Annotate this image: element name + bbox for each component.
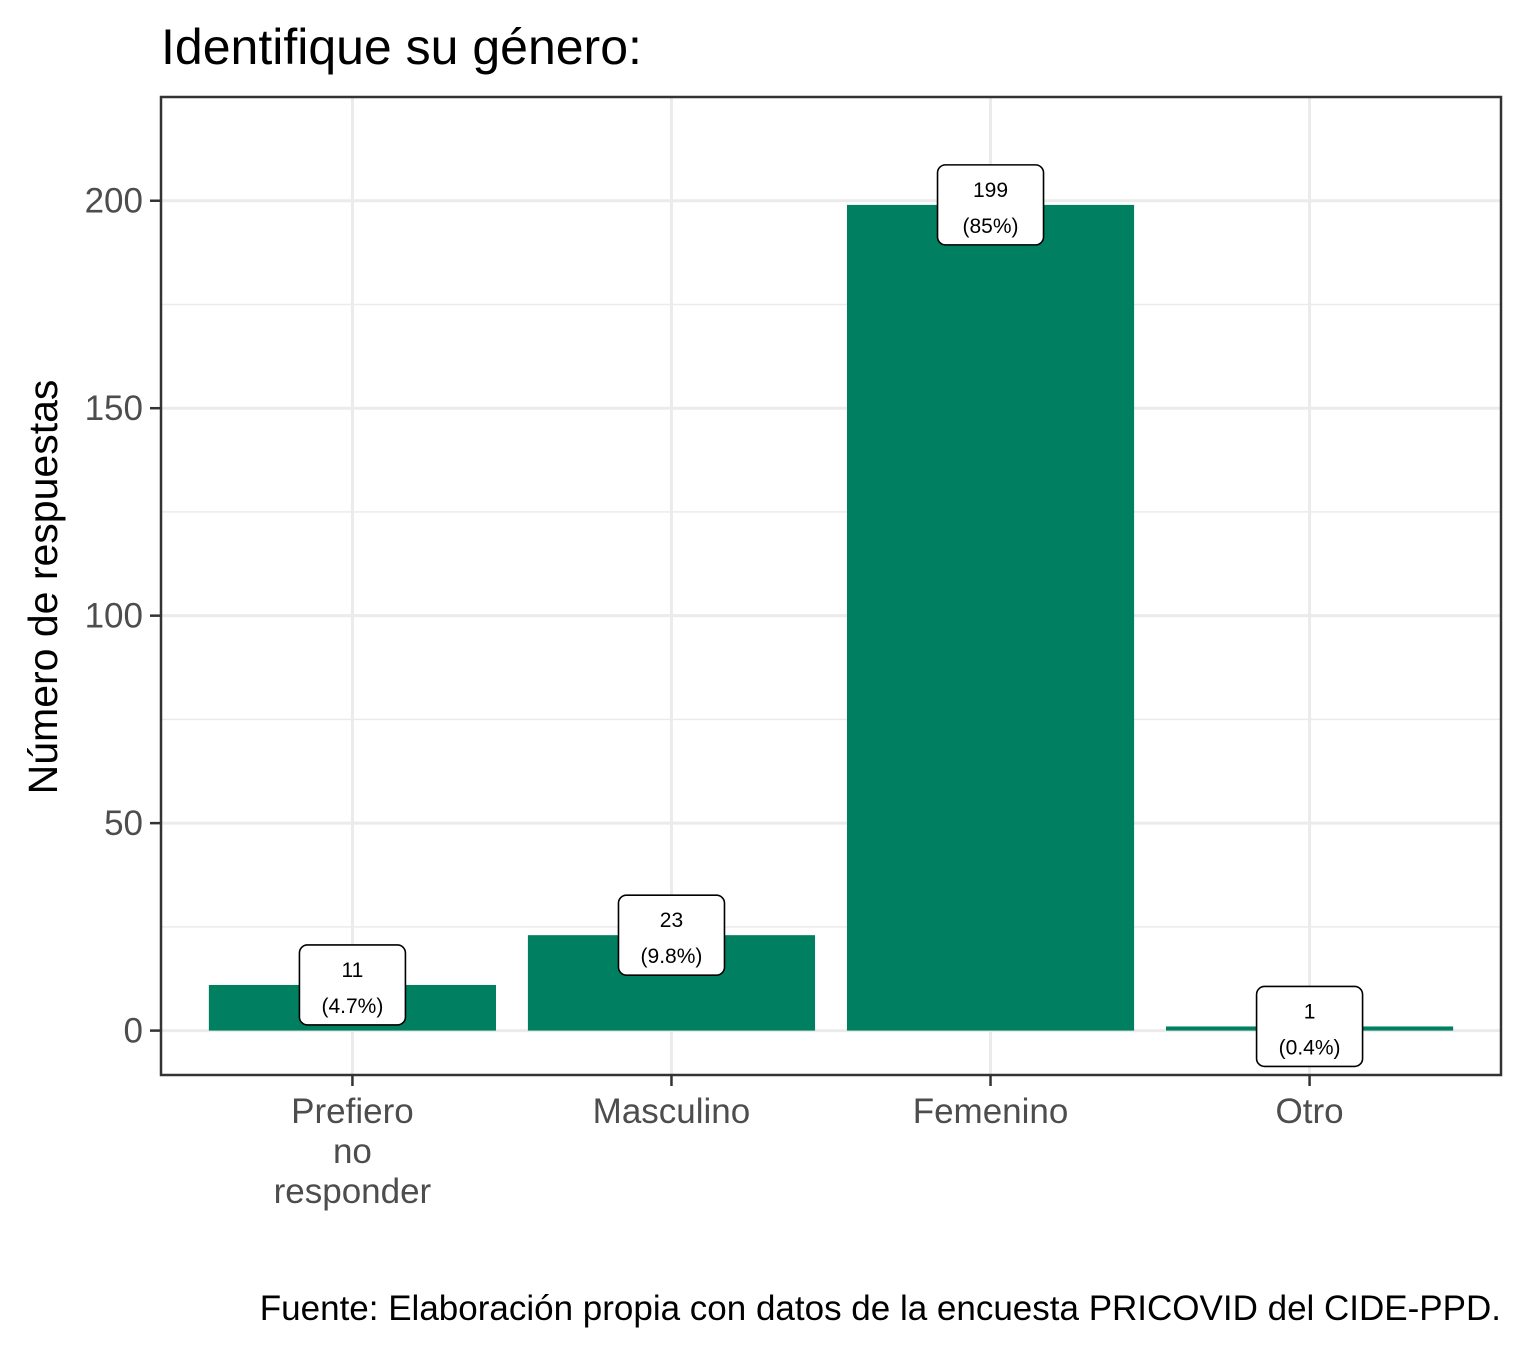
data-label: (9.8%)	[641, 945, 703, 968]
plot-border	[159, 95, 1503, 1077]
data-label-box	[1255, 985, 1364, 1068]
data-label: (4.7%)	[321, 995, 383, 1018]
plot-panel	[161, 97, 1501, 1075]
y-tick-label: 100	[85, 597, 143, 636]
x-tick-label: no	[333, 1132, 372, 1171]
chart-title: Identifique su género:	[161, 19, 642, 75]
data-label: (85%)	[963, 215, 1019, 238]
x-tick-label: Masculino	[593, 1092, 751, 1131]
y-tick-label: 0	[124, 1012, 143, 1051]
bar	[846, 204, 1135, 1031]
y-axis-title: Número de respuestas	[20, 380, 66, 795]
data-label: (0.4%)	[1279, 1036, 1341, 1059]
y-tick-label: 150	[85, 389, 143, 428]
x-tick-label: responder	[274, 1172, 432, 1211]
plot-area: 11 (4.7%) 23 (9.8%) 199 (85%) 1 (0.4%) 0 50 100 150…	[85, 95, 1503, 1211]
data-label: 199	[973, 179, 1008, 202]
x-tick-label: Otro	[1276, 1092, 1344, 1131]
y-tick-label: 50	[104, 804, 143, 843]
y-tick-label: 200	[85, 182, 143, 221]
data-label-box	[298, 944, 407, 1026]
chart-caption: Fuente: Elaboración propia con datos de …	[260, 1289, 1501, 1328]
x-tick-label: Femenino	[913, 1092, 1069, 1131]
data-label: 1	[1304, 1000, 1316, 1023]
x-tick-label: Prefiero	[291, 1092, 414, 1131]
data-label: 11	[342, 959, 364, 982]
data-label-box	[936, 164, 1045, 246]
data-label-box	[617, 894, 726, 976]
data-label: 23	[660, 909, 683, 932]
